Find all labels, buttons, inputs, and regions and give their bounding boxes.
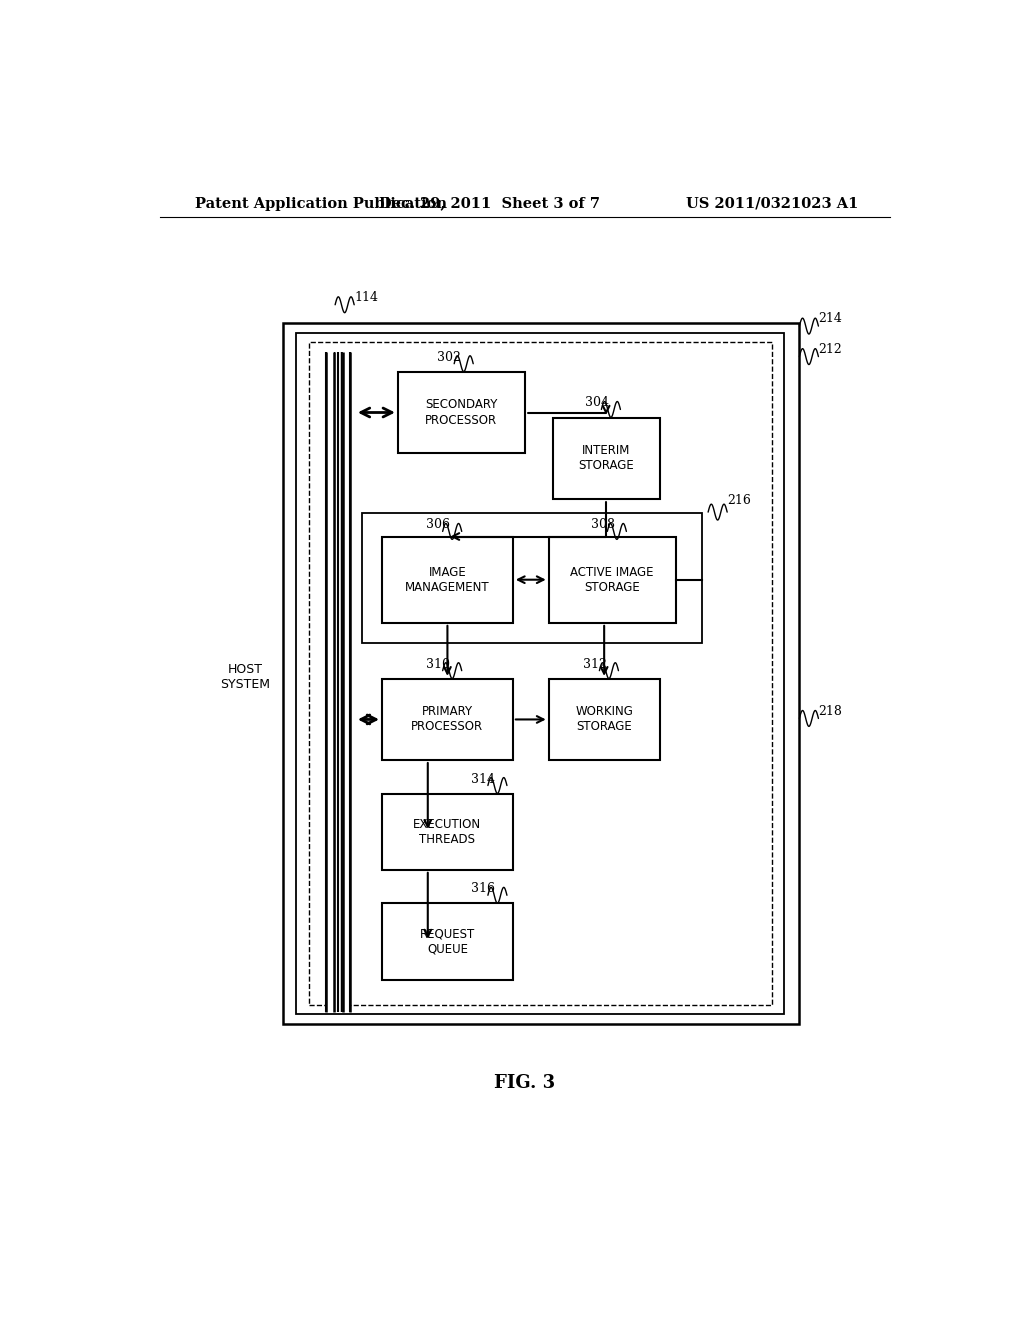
Text: 114: 114 <box>354 290 378 304</box>
Text: 304: 304 <box>585 396 608 409</box>
Text: IMAGE
MANAGEMENT: IMAGE MANAGEMENT <box>406 566 489 594</box>
Text: HOST
SYSTEM: HOST SYSTEM <box>220 663 270 690</box>
Bar <box>345 351 348 1012</box>
Text: 306: 306 <box>426 519 450 532</box>
Bar <box>382 903 513 979</box>
Text: 308: 308 <box>591 519 614 532</box>
Bar <box>362 513 701 643</box>
Bar <box>553 417 659 499</box>
Bar <box>397 372 524 453</box>
Text: SECONDARY
PROCESSOR: SECONDARY PROCESSOR <box>425 399 498 426</box>
Bar <box>309 342 772 1005</box>
Text: WORKING
STORAGE: WORKING STORAGE <box>575 705 633 734</box>
Text: 214: 214 <box>818 313 843 326</box>
Text: ACTIVE IMAGE
STORAGE: ACTIVE IMAGE STORAGE <box>570 566 654 594</box>
Text: 302: 302 <box>437 351 462 364</box>
Text: FIG. 3: FIG. 3 <box>495 1074 555 1093</box>
Text: 310: 310 <box>426 657 450 671</box>
Text: INTERIM
STORAGE: INTERIM STORAGE <box>579 445 634 473</box>
Text: 316: 316 <box>471 882 496 895</box>
Text: 216: 216 <box>727 494 751 507</box>
Text: US 2011/0321023 A1: US 2011/0321023 A1 <box>686 197 858 211</box>
Text: PRIMARY
PROCESSOR: PRIMARY PROCESSOR <box>412 705 483 734</box>
Bar <box>327 351 350 1012</box>
Bar <box>382 536 513 623</box>
Text: 218: 218 <box>818 705 843 718</box>
Bar <box>283 323 799 1024</box>
Text: Patent Application Publication: Patent Application Publication <box>196 197 447 211</box>
Text: REQUEST
QUEUE: REQUEST QUEUE <box>420 928 475 956</box>
Text: EXECUTION
THREADS: EXECUTION THREADS <box>414 818 481 846</box>
Text: Dec. 29, 2011  Sheet 3 of 7: Dec. 29, 2011 Sheet 3 of 7 <box>379 197 600 211</box>
Bar <box>382 793 513 870</box>
Text: 312: 312 <box>583 657 606 671</box>
Text: 314: 314 <box>471 772 496 785</box>
Bar <box>328 351 334 1012</box>
Bar <box>549 678 659 760</box>
Bar <box>296 333 784 1014</box>
Bar <box>549 536 676 623</box>
Bar <box>382 678 513 760</box>
Text: 212: 212 <box>818 343 842 356</box>
